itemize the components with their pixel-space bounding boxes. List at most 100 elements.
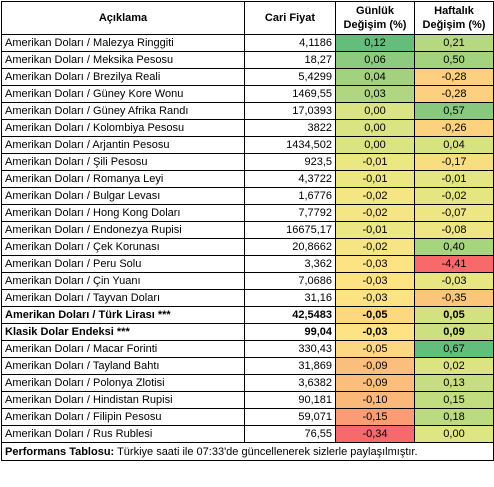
row-daily-change: -0,01 — [335, 221, 415, 239]
row-name: Amerikan Doları / Şili Pesosu — [1, 153, 245, 171]
table-row: Amerikan Doları / Malezya Ringgiti 4,1186… — [1, 34, 494, 52]
row-price: 18,27 — [244, 51, 336, 69]
row-weekly-change: 0,09 — [414, 323, 494, 341]
table-row: Amerikan Doları / Bulgar Levası 1,6776 -0,… — [1, 187, 494, 205]
table-row: Amerikan Doları / Tayvan Doları 31,16 -0,0… — [1, 289, 494, 307]
row-daily-change: -0,03 — [335, 323, 415, 341]
footer-text: Türkiye saati ile 07:33'de güncellenerek… — [114, 445, 418, 458]
header-description: Açıklama — [1, 1, 245, 35]
row-daily-change: -0,03 — [335, 255, 415, 273]
table-row: Amerikan Doları / Meksika Pesosu 18,27 0,0… — [1, 51, 494, 69]
table-row: Amerikan Doları / Arjantin Pesosu 1434,50… — [1, 136, 494, 154]
currency-performance-table: Açıklama Cari Fiyat Günlük Değişim (%) H… — [1, 1, 494, 461]
row-name: Amerikan Doları / Türk Lirası *** — [1, 306, 245, 324]
row-weekly-change: 0,00 — [414, 425, 494, 443]
row-name: Amerikan Doları / Romanya Leyi — [1, 170, 245, 188]
header-current-price: Cari Fiyat — [244, 1, 336, 35]
table-header: Açıklama Cari Fiyat Günlük Değişim (%) H… — [1, 1, 494, 35]
row-price: 1434,502 — [244, 136, 336, 154]
row-price: 3822 — [244, 119, 336, 137]
row-name: Amerikan Doları / Hong Kong Doları — [1, 204, 245, 222]
row-price: 17,0393 — [244, 102, 336, 120]
row-name: Amerikan Doları / Brezilya Reali — [1, 68, 245, 86]
row-weekly-change: 0,13 — [414, 374, 494, 392]
row-name: Amerikan Doları / Çek Korunası — [1, 238, 245, 256]
row-price: 5,4299 — [244, 68, 336, 86]
row-weekly-change: -0,03 — [414, 272, 494, 290]
table-row: Amerikan Doları / Brezilya Reali 5,4299 0,… — [1, 68, 494, 86]
row-weekly-change: -0,02 — [414, 187, 494, 205]
row-daily-change: -0,05 — [335, 340, 415, 358]
row-daily-change: 0,00 — [335, 136, 415, 154]
row-daily-change: -0,02 — [335, 238, 415, 256]
row-price: 31,869 — [244, 357, 336, 375]
table-row: Amerikan Doları / Peru Solu 3,362 -0,03 -4,… — [1, 255, 494, 273]
row-daily-change: 0,04 — [335, 68, 415, 86]
row-weekly-change: -4,41 — [414, 255, 494, 273]
table-row: Amerikan Doları / Güney Afrika Randı 17,0… — [1, 102, 494, 120]
row-daily-change: 0,00 — [335, 102, 415, 120]
row-daily-change: -0,03 — [335, 289, 415, 307]
row-price: 923,5 — [244, 153, 336, 171]
table-row: Amerikan Doları / Şili Pesosu 923,5 -0,01-… — [1, 153, 494, 171]
table-row: Klasik Dolar Endeksi *** 99,04 -0,03 0,09 — [1, 323, 494, 341]
row-name: Klasik Dolar Endeksi *** — [1, 323, 245, 341]
table-row: Amerikan Doları / Çin Yuanı 7,0686 -0,03 -0… — [1, 272, 494, 290]
header-daily-line2: Değişim (%) — [343, 19, 407, 31]
row-weekly-change: 0,50 — [414, 51, 494, 69]
row-name: Amerikan Doları / Meksika Pesosu — [1, 51, 245, 69]
header-daily-line1: Günlük — [356, 5, 394, 17]
row-price: 330,43 — [244, 340, 336, 358]
table-row: Amerikan Doları / Endonezya Rupisi 16675,… — [1, 221, 494, 239]
row-price: 16675,17 — [244, 221, 336, 239]
row-weekly-change: 0,18 — [414, 408, 494, 426]
table-row: Amerikan Doları / Romanya Leyi 4,3722 -0,0… — [1, 170, 494, 188]
row-weekly-change: -0,35 — [414, 289, 494, 307]
row-weekly-change: -0,28 — [414, 85, 494, 103]
table-row: Amerikan Doları / Macar Forinti 330,43 -0,… — [1, 340, 494, 358]
row-price: 42,5483 — [244, 306, 336, 324]
row-weekly-change: -0,28 — [414, 68, 494, 86]
table-row: Amerikan Doları / Rus Rublesi 76,55 -0,34 0… — [1, 425, 494, 443]
row-weekly-change: -0,17 — [414, 153, 494, 171]
row-weekly-change: 0,05 — [414, 306, 494, 324]
row-name: Amerikan Doları / Filipin Pesosu — [1, 408, 245, 426]
row-name: Amerikan Doları / Tayland Bahtı — [1, 357, 245, 375]
row-daily-change: 0,03 — [335, 85, 415, 103]
footer-row: Performans Tablosu: Türkiye saati ile 07… — [1, 442, 494, 461]
row-name: Amerikan Doları / Peru Solu — [1, 255, 245, 273]
row-weekly-change: 0,57 — [414, 102, 494, 120]
row-price: 31,16 — [244, 289, 336, 307]
row-name: Amerikan Doları / Hindistan Rupisi — [1, 391, 245, 409]
row-price: 1,6776 — [244, 187, 336, 205]
row-daily-change: 0,06 — [335, 51, 415, 69]
row-price: 20,8662 — [244, 238, 336, 256]
row-daily-change: 0,12 — [335, 34, 415, 52]
row-name: Amerikan Doları / Macar Forinti — [1, 340, 245, 358]
row-weekly-change: 0,02 — [414, 357, 494, 375]
table-row: Amerikan Doları / Tayland Bahtı 31,869 -0,… — [1, 357, 494, 375]
header-daily-change: Günlük Değişim (%) — [335, 1, 415, 35]
table-row: Amerikan Doları / Kolombiya Pesosu 3822 0,… — [1, 119, 494, 137]
row-name: Amerikan Doları / Polonya Zlotisi — [1, 374, 245, 392]
row-daily-change: -0,03 — [335, 272, 415, 290]
footer-label: Performans Tablosu: — [5, 445, 115, 458]
row-weekly-change: -0,07 — [414, 204, 494, 222]
row-daily-change: -0,01 — [335, 170, 415, 188]
header-weekly-change: Haftalık Değişim (%) — [414, 1, 494, 35]
row-weekly-change: 0,21 — [414, 34, 494, 52]
row-name: Amerikan Doları / Rus Rublesi — [1, 425, 245, 443]
row-name: Amerikan Doları / Çin Yuanı — [1, 272, 245, 290]
header-weekly-line1: Haftalık — [434, 5, 474, 17]
table-row: Amerikan Doları / Türk Lirası *** 42,5483… — [1, 306, 494, 324]
row-name: Amerikan Doları / Güney Afrika Randı — [1, 102, 245, 120]
row-price: 1469,55 — [244, 85, 336, 103]
row-weekly-change: -0,01 — [414, 170, 494, 188]
row-price: 7,0686 — [244, 272, 336, 290]
row-daily-change: -0,09 — [335, 357, 415, 375]
row-price: 3,362 — [244, 255, 336, 273]
row-daily-change: -0,09 — [335, 374, 415, 392]
row-name: Amerikan Doları / Güney Kore Wonu — [1, 85, 245, 103]
table-body: Amerikan Doları / Malezya Ringgiti 4,1186… — [1, 34, 494, 443]
